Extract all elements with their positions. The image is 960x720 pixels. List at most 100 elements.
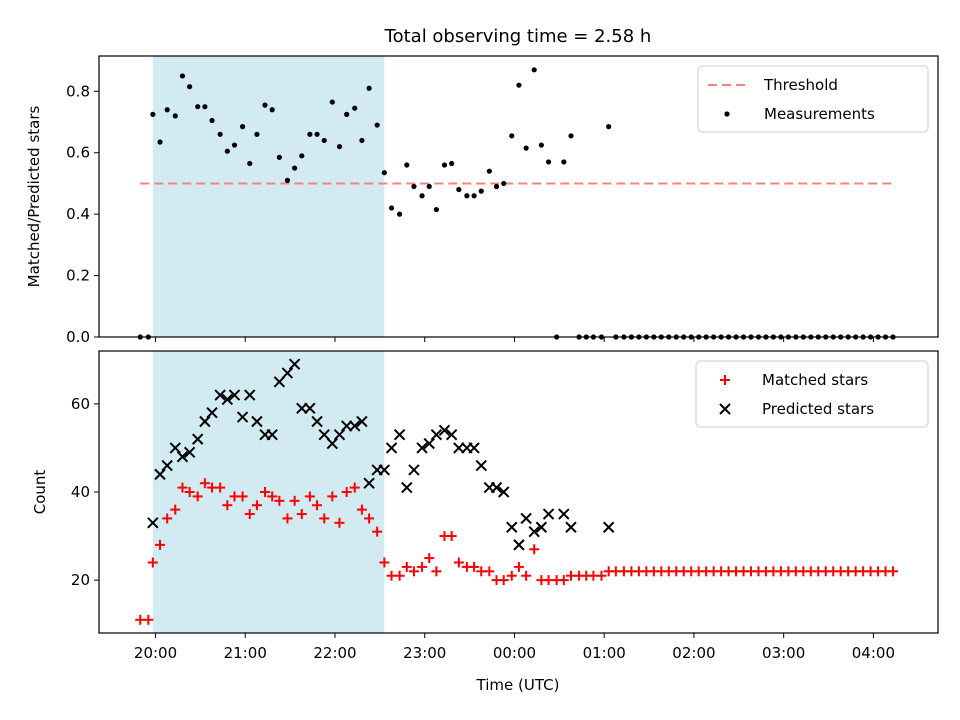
predicted-star-point [169, 442, 181, 454]
matched-star-point [260, 487, 271, 497]
predicted-star-point [318, 429, 330, 441]
x-diag-2 [385, 442, 398, 454]
predicted-star-point [266, 429, 278, 441]
predicted-star-point [183, 446, 196, 459]
x-diag-2 [520, 512, 532, 525]
matched-star-point [312, 500, 323, 511]
measurement-point [254, 131, 260, 137]
measurement-point [545, 159, 552, 165]
x-diag-2 [542, 508, 555, 520]
measurement-point [509, 133, 515, 139]
predicted-star-point [401, 481, 413, 494]
measurement-point [411, 183, 417, 190]
measurement-point [284, 177, 291, 183]
predicted-star-point [206, 406, 218, 419]
matched-star-point [431, 566, 442, 577]
predicted-star-point [349, 420, 361, 432]
y-tick-label: 60 [71, 395, 90, 413]
y-axis-label: Count [31, 470, 49, 515]
measurement-point [231, 142, 238, 148]
x-diag-2 [191, 433, 204, 445]
x-diag-2 [506, 521, 518, 533]
matched-star-point [244, 509, 255, 520]
predicted-star-point [288, 358, 301, 370]
x-tick-label: 03:00 [762, 644, 805, 662]
x-diag-2 [228, 389, 241, 401]
predicted-star-point [506, 521, 518, 533]
x-diag-2 [378, 464, 391, 476]
matched-star-point [192, 491, 203, 502]
measurement-point [269, 107, 275, 113]
matched-star-point [289, 495, 300, 506]
measurement-point [419, 193, 425, 199]
matched-star-point [424, 553, 435, 564]
x-diag-2 [349, 420, 361, 432]
x-diag-2 [318, 429, 330, 441]
matched-star-point [364, 513, 375, 524]
predicted-star-point [542, 508, 555, 520]
x-tick-label: 02:00 [672, 644, 715, 662]
x-diag-2 [266, 429, 278, 441]
predicted-star-point [416, 442, 428, 454]
measurement-point [433, 206, 439, 213]
predicted-star-point [221, 393, 234, 406]
measurement-point [397, 211, 403, 217]
x-diag-2 [558, 508, 570, 520]
x-diag-2 [416, 442, 428, 454]
x-diag-2 [438, 424, 451, 437]
measurement-point [336, 143, 343, 150]
predicted-star-point [356, 415, 368, 428]
legend: Matched stars Predicted stars [695, 360, 929, 428]
predicted-star-point [191, 433, 204, 445]
predicted-star-point [423, 437, 435, 450]
x-diag-2 [147, 517, 159, 529]
predicted-star-point [244, 389, 256, 401]
predicted-star-point [408, 464, 420, 476]
matched-star-point [319, 513, 330, 524]
measurement-point [561, 159, 567, 165]
y-tick-label: 0.2 [66, 267, 90, 285]
measurement-point [344, 111, 350, 117]
x-diag-2 [183, 446, 196, 459]
predicted-star-point [497, 486, 510, 498]
x-diag-2 [221, 393, 234, 406]
measurement-point [239, 124, 246, 130]
x-diag-2 [513, 539, 525, 551]
legend: Threshold Measurements [697, 65, 929, 133]
x-diag-2 [161, 459, 173, 472]
predicted-star-point [535, 521, 548, 533]
legend-label: Predicted stars [762, 400, 874, 418]
matched-star-point [513, 561, 524, 572]
x-diag-2 [423, 437, 435, 450]
x-diag-2 [602, 521, 615, 533]
y-axis-label: Matched/Predicted stars [25, 106, 43, 288]
predicted-star-point [719, 403, 731, 415]
measurement-point [359, 137, 365, 144]
measurement-point [366, 85, 372, 91]
matched-star-point [251, 500, 262, 511]
measurement-point [478, 188, 484, 194]
predicted-star-point [602, 521, 615, 533]
x-diag-2 [236, 411, 249, 423]
matched-star-point [296, 509, 307, 520]
x-diag-2 [333, 429, 346, 441]
x-diag-2 [408, 464, 420, 476]
measurement-point [314, 131, 320, 137]
measurement-point [276, 154, 282, 160]
predicted-star-point [385, 442, 398, 454]
measurement-point [464, 193, 470, 199]
measurement-point [441, 162, 448, 168]
predicted-star-point [154, 468, 166, 481]
axes-frame [98, 55, 939, 338]
x-diag-2 [169, 442, 181, 454]
matched-star-point [498, 575, 509, 586]
matched-star-point [596, 570, 607, 581]
x-diag-2 [311, 415, 323, 428]
y-tick-label: 0.8 [66, 82, 90, 100]
matched-star-point [446, 531, 457, 542]
matched-star-point [558, 575, 569, 586]
predicted-star-point [520, 512, 532, 525]
y-tick-label: 0.4 [66, 205, 90, 223]
x-tick-label: 21:00 [224, 644, 267, 662]
